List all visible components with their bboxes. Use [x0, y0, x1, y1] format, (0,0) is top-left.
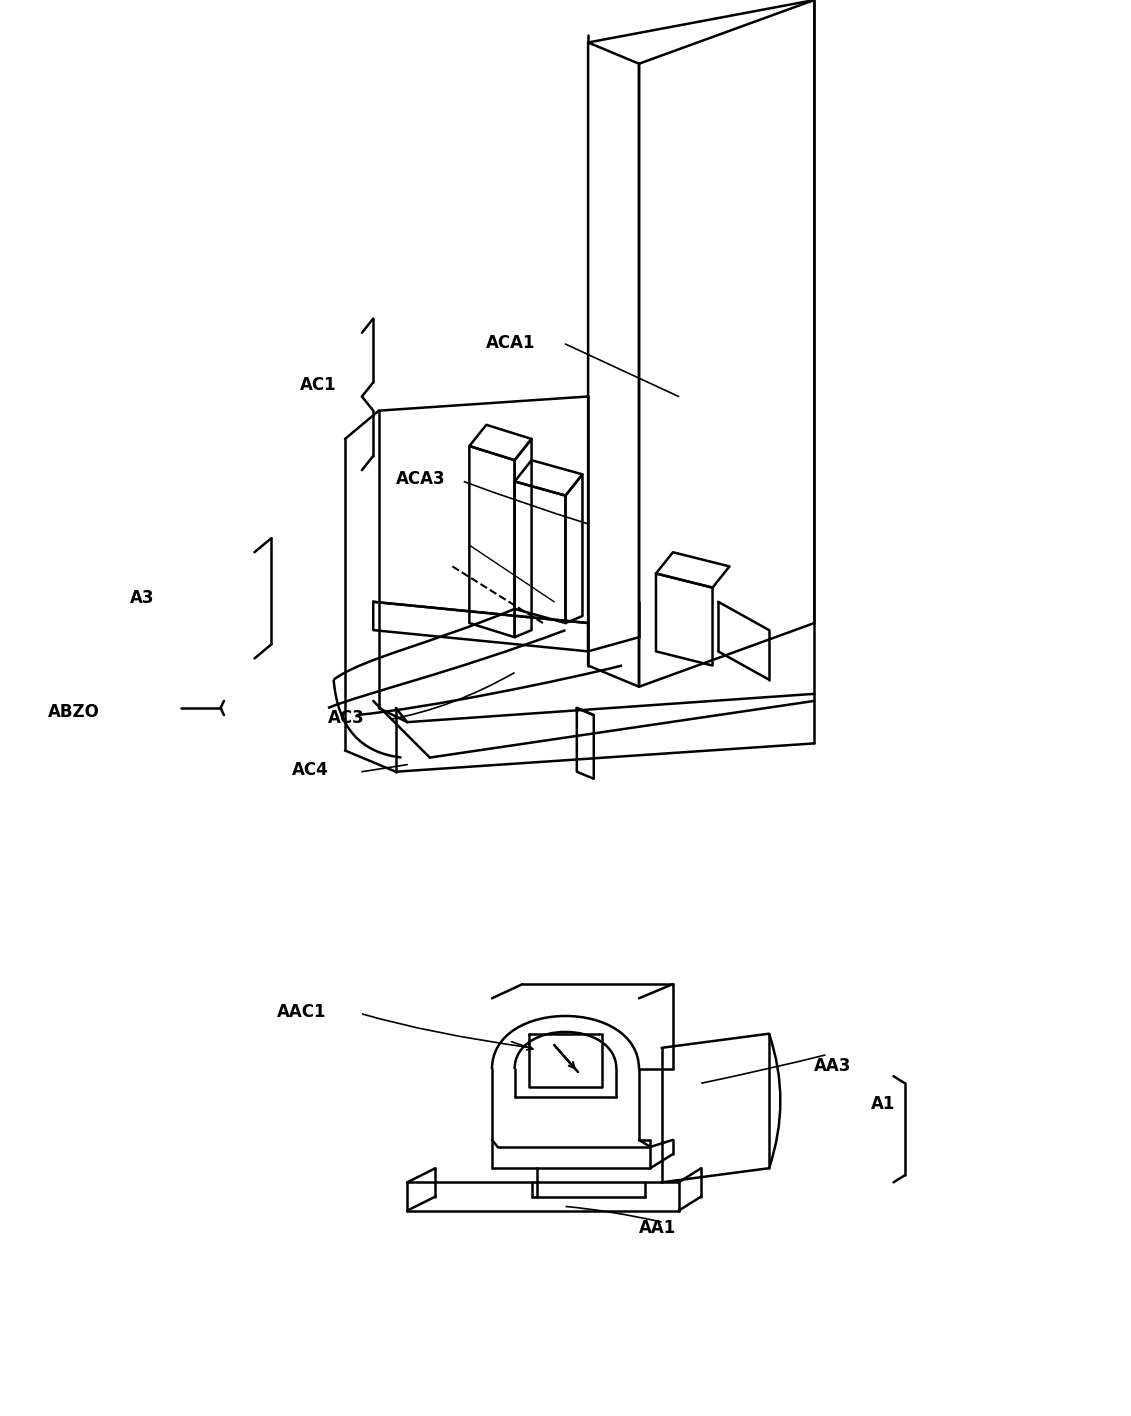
Text: AC1: AC1 [300, 377, 336, 394]
Text: ACA3: ACA3 [396, 470, 446, 487]
Text: AA1: AA1 [639, 1219, 676, 1236]
Text: AAC1: AAC1 [277, 1004, 327, 1021]
Text: ACA1: ACA1 [486, 334, 536, 351]
Text: A3: A3 [130, 589, 155, 606]
Text: ABZO: ABZO [48, 704, 100, 721]
Text: AA3: AA3 [814, 1058, 852, 1075]
Text: AC4: AC4 [292, 762, 328, 779]
Text: AC3: AC3 [328, 709, 364, 726]
Text: A1: A1 [871, 1096, 896, 1113]
